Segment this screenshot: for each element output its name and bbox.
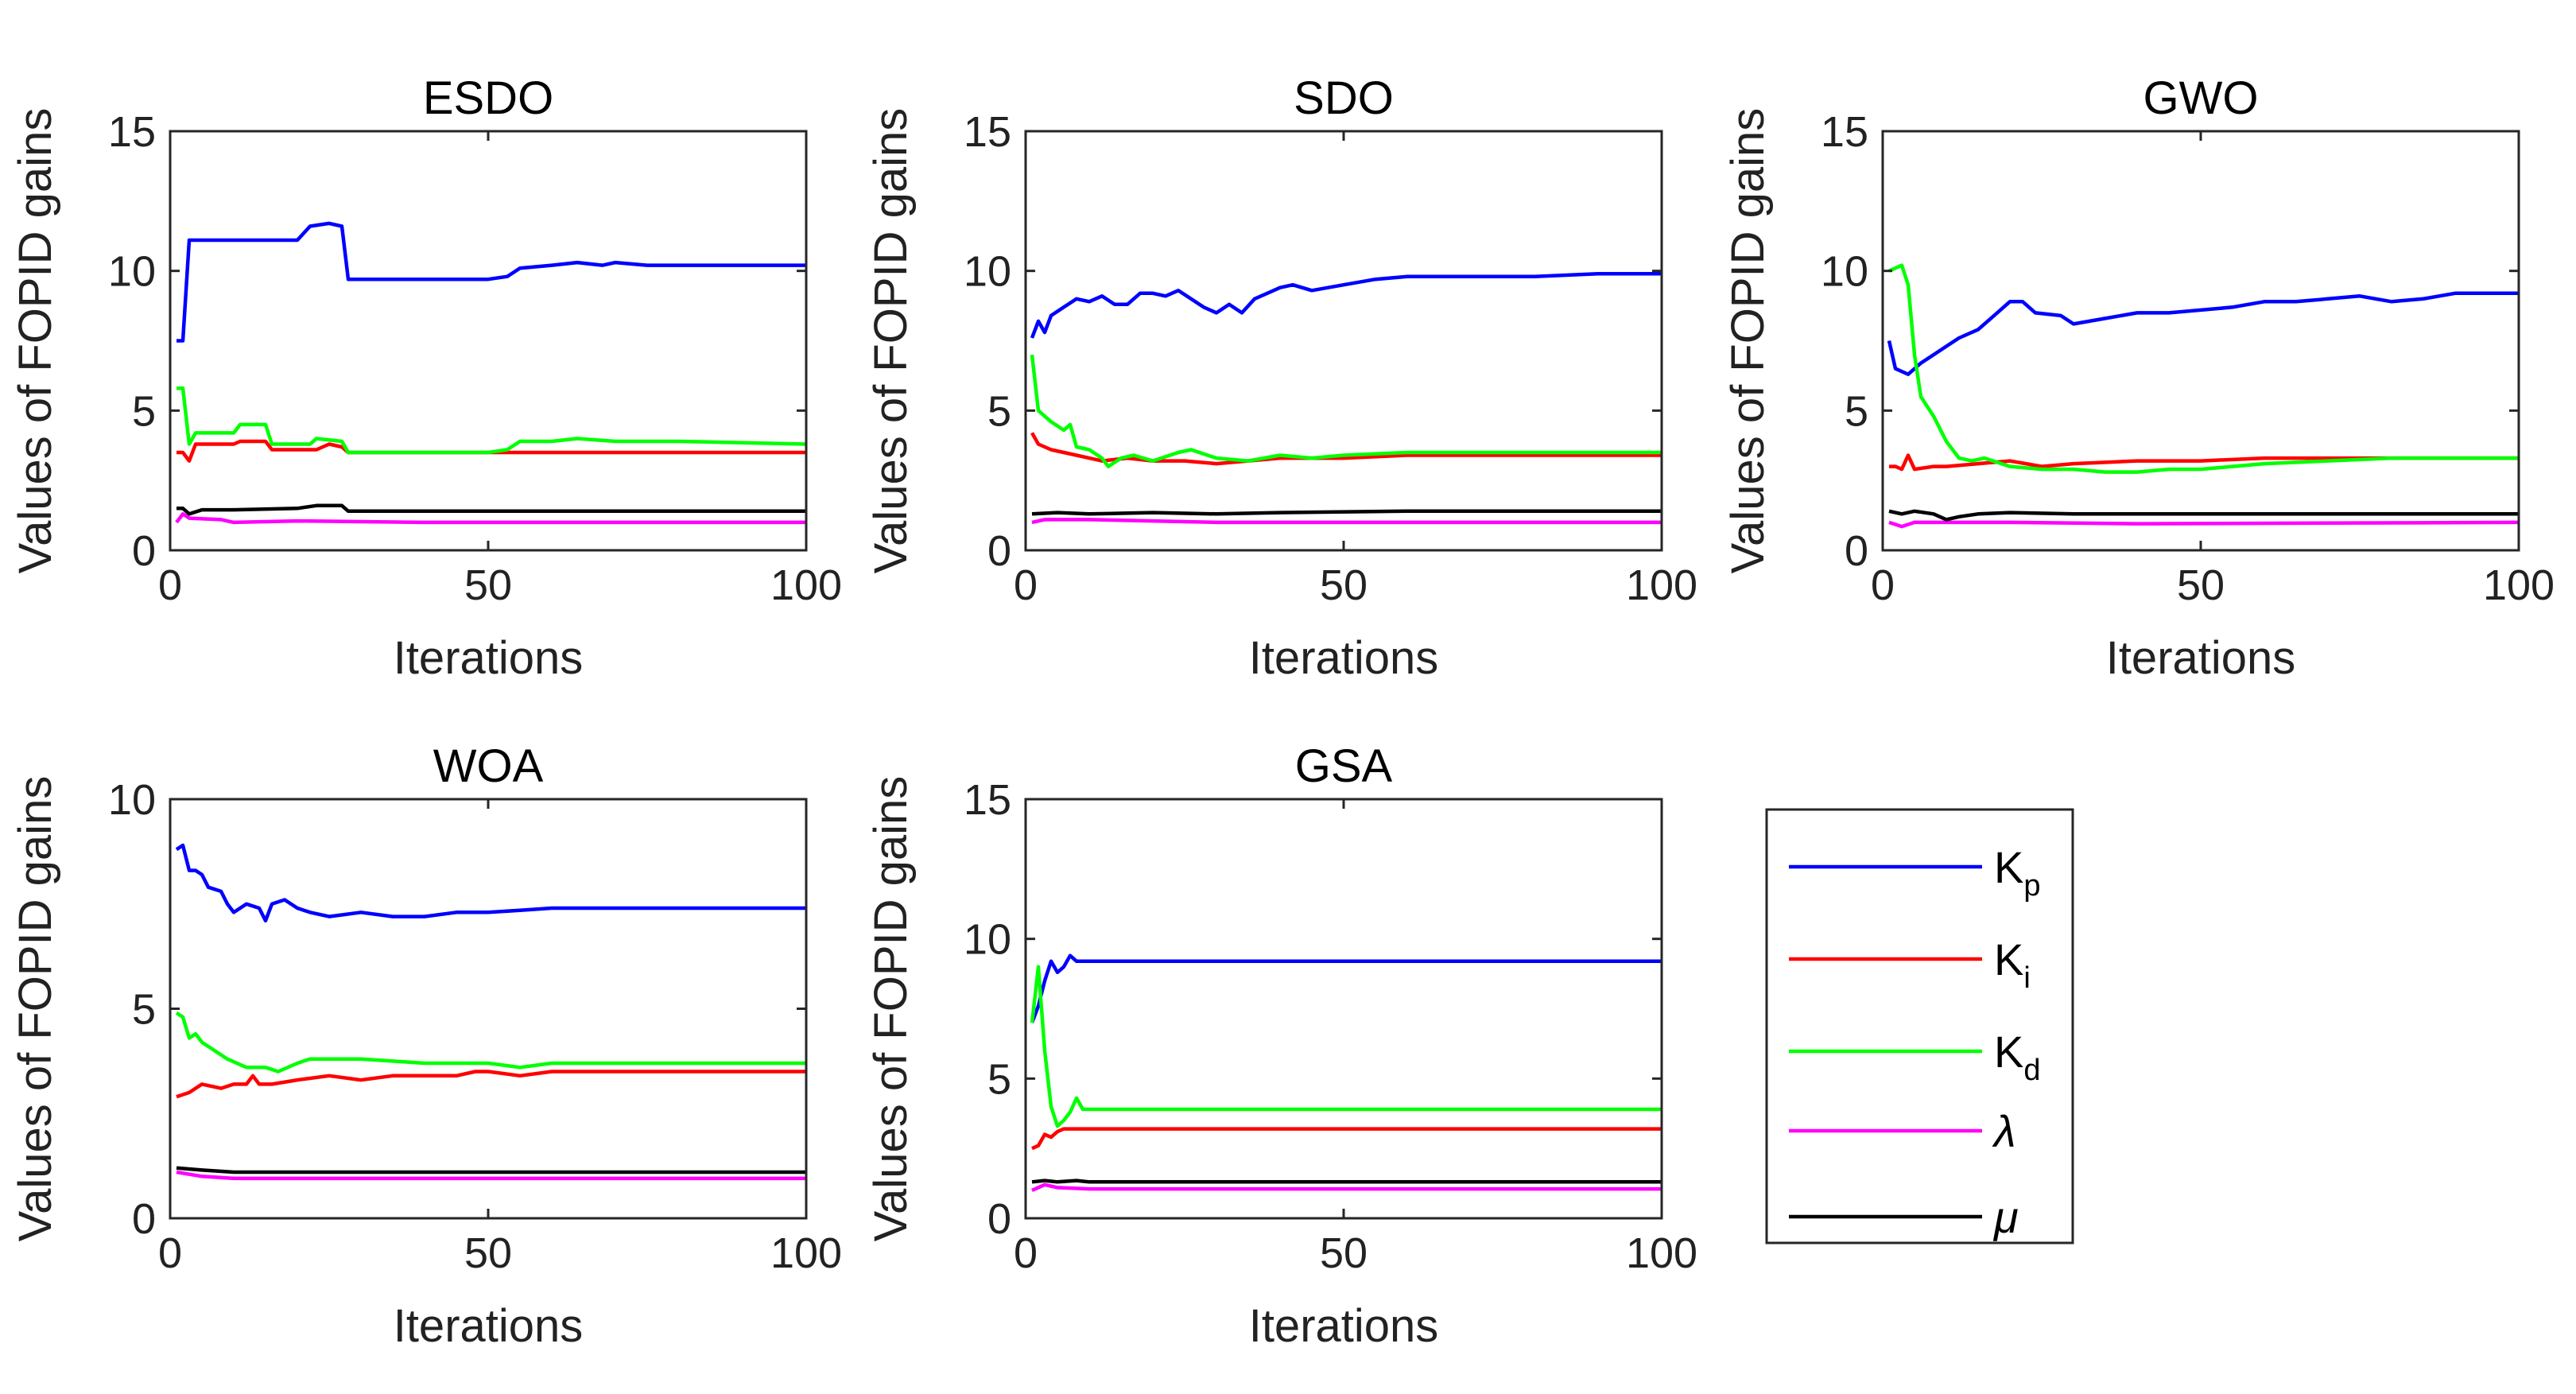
x-tick-label: 100 (1626, 1229, 1697, 1277)
y-tick-label: 5 (132, 986, 156, 1034)
legend: Kp Ki Kd λμ (1765, 808, 2074, 1245)
subplot-gsa: 0 50 100 0 5 10 15 GSA Iterations Values of FOPID… (865, 740, 1697, 1352)
y-axis-label: Values of FOPID gains (10, 108, 61, 574)
y-axis-label: Values of FOPID gains (865, 108, 917, 574)
legend-label-lambda: λ (1992, 1106, 2016, 1156)
y-axis-label: Values of FOPID gains (865, 776, 917, 1242)
series-line-lambda (175, 512, 806, 525)
subplot-title: WOA (433, 740, 544, 792)
series-line-ki (176, 1070, 806, 1099)
y-tick-label: 5 (987, 1055, 1011, 1103)
y-tick-label: 10 (964, 916, 1011, 964)
x-tick-label: 50 (1320, 1229, 1368, 1277)
series-line-lambda (1031, 1182, 1662, 1192)
x-tick-label: 50 (464, 1229, 512, 1277)
x-tick-label: 0 (1871, 561, 1895, 609)
y-tick-label: 0 (987, 527, 1011, 575)
x-axis-label: Iterations (1249, 632, 1439, 684)
legend-label-kd: Kd (1994, 1027, 2041, 1087)
series-line-mu (177, 503, 806, 516)
series-line-mu (176, 1166, 806, 1175)
subplot-woa: 0 50 100 0 5 10 WOA Iterations Values of FOPID g… (10, 740, 842, 1352)
legend-label-mu: μ (1992, 1192, 2019, 1242)
y-tick-label: 0 (1845, 527, 1868, 575)
y-tick-label: 10 (964, 248, 1011, 296)
axes-box (1881, 130, 2520, 552)
legend-label-kp: Kp (1994, 842, 2041, 903)
y-tick-label: 10 (108, 776, 156, 824)
y-axis-label: Values of FOPID gains (1722, 108, 1774, 574)
y-tick-label: 10 (1821, 248, 1868, 296)
axes-box (1024, 798, 1663, 1220)
y-tick-label: 10 (108, 248, 156, 296)
x-tick-label: 100 (2483, 561, 2555, 609)
series-line-kp (1887, 291, 2519, 376)
y-tick-label: 15 (964, 108, 1011, 156)
y-tick-label: 15 (964, 776, 1011, 824)
subplot-gwo: 0 50 100 0 5 10 15 GWO Iterations Values of FOPID… (1722, 72, 2555, 684)
series-line-kd (177, 386, 806, 455)
subplot-title: GSA (1295, 740, 1393, 792)
series-line-kp (177, 221, 806, 343)
series-line-lambda (176, 1170, 806, 1181)
x-axis-label: Iterations (2106, 632, 2296, 684)
x-axis-label: Iterations (394, 1300, 584, 1352)
subplot-title: GWO (2143, 72, 2259, 124)
x-axis-label: Iterations (394, 632, 584, 684)
x-tick-label: 50 (2177, 561, 2225, 609)
series-line-mu (1031, 509, 1662, 516)
y-tick-label: 5 (987, 387, 1011, 435)
series-line-ki (1889, 453, 2519, 472)
y-tick-label: 0 (132, 1195, 156, 1243)
subplot-esdo: 0 50 100 0 5 10 15 ESDO Iterations Values of FOPI… (10, 72, 842, 684)
series-line-ki (1030, 432, 1662, 466)
series-line-kd (1888, 263, 2519, 474)
legend-box (1765, 808, 2074, 1245)
series-line-kd (175, 1011, 806, 1074)
series-line-mu (1031, 1178, 1662, 1184)
series-line-lambda (1031, 518, 1662, 525)
x-axis-label: Iterations (1249, 1300, 1439, 1352)
x-tick-label: 50 (1320, 561, 1368, 609)
y-tick-label: 15 (1821, 108, 1868, 156)
legend-label-ki: Ki (1994, 934, 2031, 995)
x-tick-label: 0 (158, 1229, 182, 1277)
x-tick-label: 0 (1014, 561, 1038, 609)
x-tick-label: 100 (770, 561, 842, 609)
x-tick-label: 50 (464, 561, 512, 609)
series-line-mu (1888, 509, 2519, 522)
series-line-kd (1030, 354, 1662, 468)
series-line-lambda (1888, 520, 2519, 529)
x-tick-label: 100 (1626, 561, 1697, 609)
axes-box (1024, 130, 1663, 552)
series-line-kd (1030, 965, 1662, 1128)
y-tick-label: 5 (1845, 387, 1868, 435)
y-tick-label: 0 (987, 1195, 1011, 1243)
y-tick-label: 0 (132, 527, 156, 575)
x-tick-label: 0 (1014, 1229, 1038, 1277)
y-tick-label: 5 (132, 387, 156, 435)
axes-box (169, 130, 808, 552)
y-tick-label: 15 (108, 108, 156, 156)
axes-box (169, 798, 808, 1220)
subplot-title: SDO (1294, 72, 1394, 124)
series-line-kp (1030, 953, 1662, 1023)
y-axis-label: Values of FOPID gains (10, 776, 61, 1242)
subplot-sdo: 0 50 100 0 5 10 15 SDO Iterations Values of FOPID… (865, 72, 1697, 684)
series-line-kp (175, 843, 806, 923)
series-line-ki (1031, 1127, 1662, 1151)
x-tick-label: 0 (158, 561, 182, 609)
subplot-title: ESDO (423, 72, 553, 124)
x-tick-label: 100 (770, 1229, 842, 1277)
series-line-kp (1030, 271, 1662, 339)
